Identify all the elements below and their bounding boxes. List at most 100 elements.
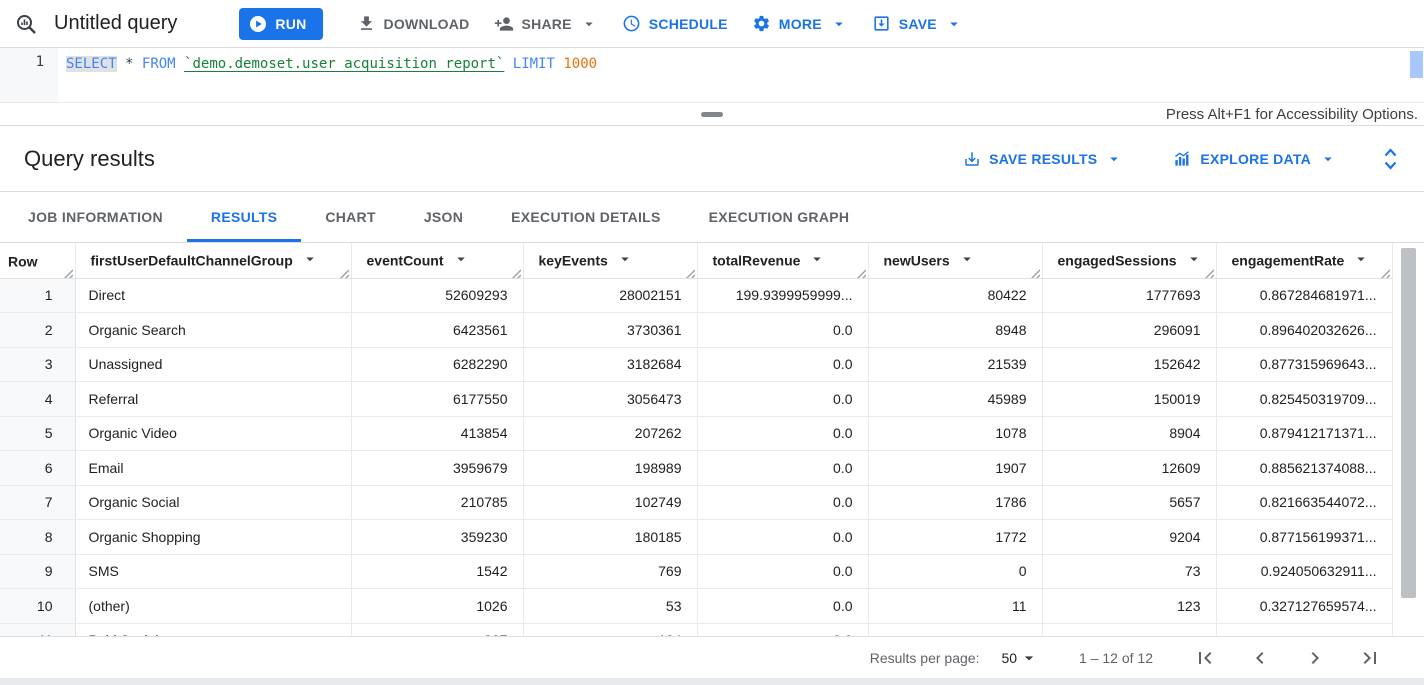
tab-json[interactable]: JSON xyxy=(423,209,464,225)
download-icon xyxy=(360,16,372,30)
page-range-label: 1 – 12 of 12 xyxy=(1079,649,1153,666)
sql-token-plain xyxy=(133,56,141,72)
table-cell: SMS xyxy=(75,554,352,589)
column-resize-handle[interactable] xyxy=(856,266,866,277)
vertical-scrollbar[interactable] xyxy=(1393,243,1424,636)
table-cell: 0.877315969643... xyxy=(1216,347,1393,382)
explore-data-button[interactable]: EXPLORE DATA xyxy=(1161,141,1349,177)
table-row: 5 Organic Video 413854 207262 0.0 1078 8904 0.8… xyxy=(0,416,1393,451)
table-row: 11Paid Social3371340.0 xyxy=(0,623,1393,636)
column-header-keyevents[interactable]: keyEvents xyxy=(523,243,698,279)
column-header-eventcount[interactable]: eventCount xyxy=(351,243,524,279)
table-cell xyxy=(868,623,1043,636)
column-resize-handle[interactable] xyxy=(1204,266,1214,277)
sql-table-link[interactable]: `demo.demoset.user_acquisition_report` xyxy=(184,56,505,72)
table-cell: 3730361 xyxy=(523,312,698,348)
column-header-engagedsessions[interactable]: engagedSessions xyxy=(1042,243,1217,279)
table-cell: 180185 xyxy=(523,519,698,555)
column-header-engagementrate[interactable]: engagementRate xyxy=(1216,243,1393,279)
table-cell: 0.825450319709... xyxy=(1216,381,1393,417)
column-resize-handle[interactable] xyxy=(63,266,73,277)
row-number-cell: 1 xyxy=(0,278,76,313)
column-dropdown-icon[interactable] xyxy=(1352,250,1370,271)
last-page-button[interactable] xyxy=(1358,646,1382,670)
column-resize-handle[interactable] xyxy=(1380,266,1390,277)
table-cell: 6177550 xyxy=(351,381,524,417)
sql-token-plain: * xyxy=(125,56,134,72)
tab-chart[interactable]: CHART xyxy=(325,209,376,225)
run-button[interactable]: RUN xyxy=(239,7,323,40)
table-cell: 28002151 xyxy=(523,278,698,313)
page-size-select[interactable]: 50 xyxy=(1001,648,1039,668)
table-cell: 73 xyxy=(1042,554,1217,589)
table-cell: Organic Shopping xyxy=(75,519,352,555)
table-cell: 11 xyxy=(868,588,1043,624)
table-cell: 21539 xyxy=(868,347,1043,382)
unfold-icon xyxy=(1384,147,1397,170)
column-dropdown-icon[interactable] xyxy=(808,250,826,271)
table-cell: 45989 xyxy=(868,381,1043,417)
sql-token-plain xyxy=(504,56,512,72)
table-cell: 0.327127659574... xyxy=(1216,588,1393,624)
table-cell: Paid Social xyxy=(75,623,352,636)
save-results-button[interactable]: SAVE RESULTS xyxy=(951,141,1135,177)
column-resize-handle[interactable] xyxy=(511,266,521,277)
sql-code-line[interactable]: SELECT * FROM `demo.demoset.user_acquisi… xyxy=(58,48,597,102)
column-header-label: engagedSessions xyxy=(1057,252,1177,269)
table-cell: 3959679 xyxy=(351,450,524,486)
column-dropdown-icon[interactable] xyxy=(616,250,634,271)
more-button[interactable]: MORE xyxy=(740,7,860,41)
gear-icon xyxy=(753,15,769,32)
sql-token-number: 1000 xyxy=(563,56,598,72)
tab-job-information[interactable]: JOB INFORMATION xyxy=(28,209,163,225)
column-resize-handle[interactable] xyxy=(1030,266,1040,277)
first-page-button[interactable] xyxy=(1193,646,1217,670)
sql-token-keyword: SELECT xyxy=(66,56,117,72)
table-cell: 3056473 xyxy=(523,381,698,417)
panel-splitter[interactable]: Press Alt+F1 for Accessibility Options. xyxy=(0,103,1424,126)
editor-scrollbar-thumb[interactable] xyxy=(1410,51,1423,78)
table-cell: 1026 xyxy=(351,588,524,624)
table-cell: 3182684 xyxy=(523,347,698,382)
column-dropdown-icon[interactable] xyxy=(1185,250,1203,271)
column-header-firstuserdefaultchannelgroup[interactable]: firstUserDefaultChannelGroup xyxy=(75,243,352,279)
download-button-label: DOWNLOAD xyxy=(383,15,470,32)
table-cell: 8904 xyxy=(1042,416,1217,451)
column-resize-handle[interactable] xyxy=(685,266,695,277)
download-button[interactable]: DOWNLOAD xyxy=(345,7,482,41)
schedule-button[interactable]: SCHEDULE xyxy=(610,7,740,41)
explore-data-label: EXPLORE DATA xyxy=(1200,150,1311,167)
column-header-newusers[interactable]: newUsers xyxy=(868,243,1043,279)
chevron-down-icon xyxy=(1110,157,1119,161)
sql-editor[interactable]: 1 SELECT * FROM `demo.demoset.user_acqui… xyxy=(0,48,1424,103)
column-header-label: newUsers xyxy=(883,252,950,269)
tab-execution-details[interactable]: EXECUTION DETAILS xyxy=(511,209,661,225)
chevron-right-icon xyxy=(1311,651,1319,664)
table-cell: 198989 xyxy=(523,450,698,486)
column-dropdown-icon[interactable] xyxy=(958,250,976,271)
splitter-drag-handle[interactable] xyxy=(701,112,723,117)
column-header-totalrevenue[interactable]: totalRevenue xyxy=(697,243,869,279)
tab-execution-graph[interactable]: EXECUTION GRAPH xyxy=(708,209,850,225)
table-cell: 53 xyxy=(523,588,698,624)
table-cell: 102749 xyxy=(523,485,698,520)
column-header-label: firstUserDefaultChannelGroup xyxy=(90,252,293,269)
column-resize-handle[interactable] xyxy=(339,266,349,277)
tab-results[interactable]: RESULTS xyxy=(187,192,301,242)
sql-token-plain xyxy=(117,56,125,72)
next-page-button[interactable] xyxy=(1303,646,1327,670)
share-button[interactable]: SHARE xyxy=(482,7,610,41)
column-dropdown-icon[interactable] xyxy=(301,250,319,271)
previous-page-button[interactable] xyxy=(1248,646,1272,670)
column-dropdown-icon[interactable] xyxy=(452,250,470,271)
page-size-value: 50 xyxy=(1001,649,1018,666)
expand-panel-button[interactable] xyxy=(1383,147,1398,170)
horizontal-scrollbar[interactable] xyxy=(0,678,1424,685)
save-box-icon xyxy=(874,16,889,31)
last-page-icon xyxy=(1363,651,1376,664)
results-table: Row firstUserDefaultChannelGroup eventCoun… xyxy=(0,243,1393,636)
vertical-scrollbar-thumb[interactable] xyxy=(1400,248,1416,598)
save-button[interactable]: SAVE xyxy=(860,7,975,41)
table-row: 9 SMS 1542 769 0.0 0 73 0.924050632911... xyxy=(0,554,1393,589)
table-cell: Direct xyxy=(75,278,352,313)
